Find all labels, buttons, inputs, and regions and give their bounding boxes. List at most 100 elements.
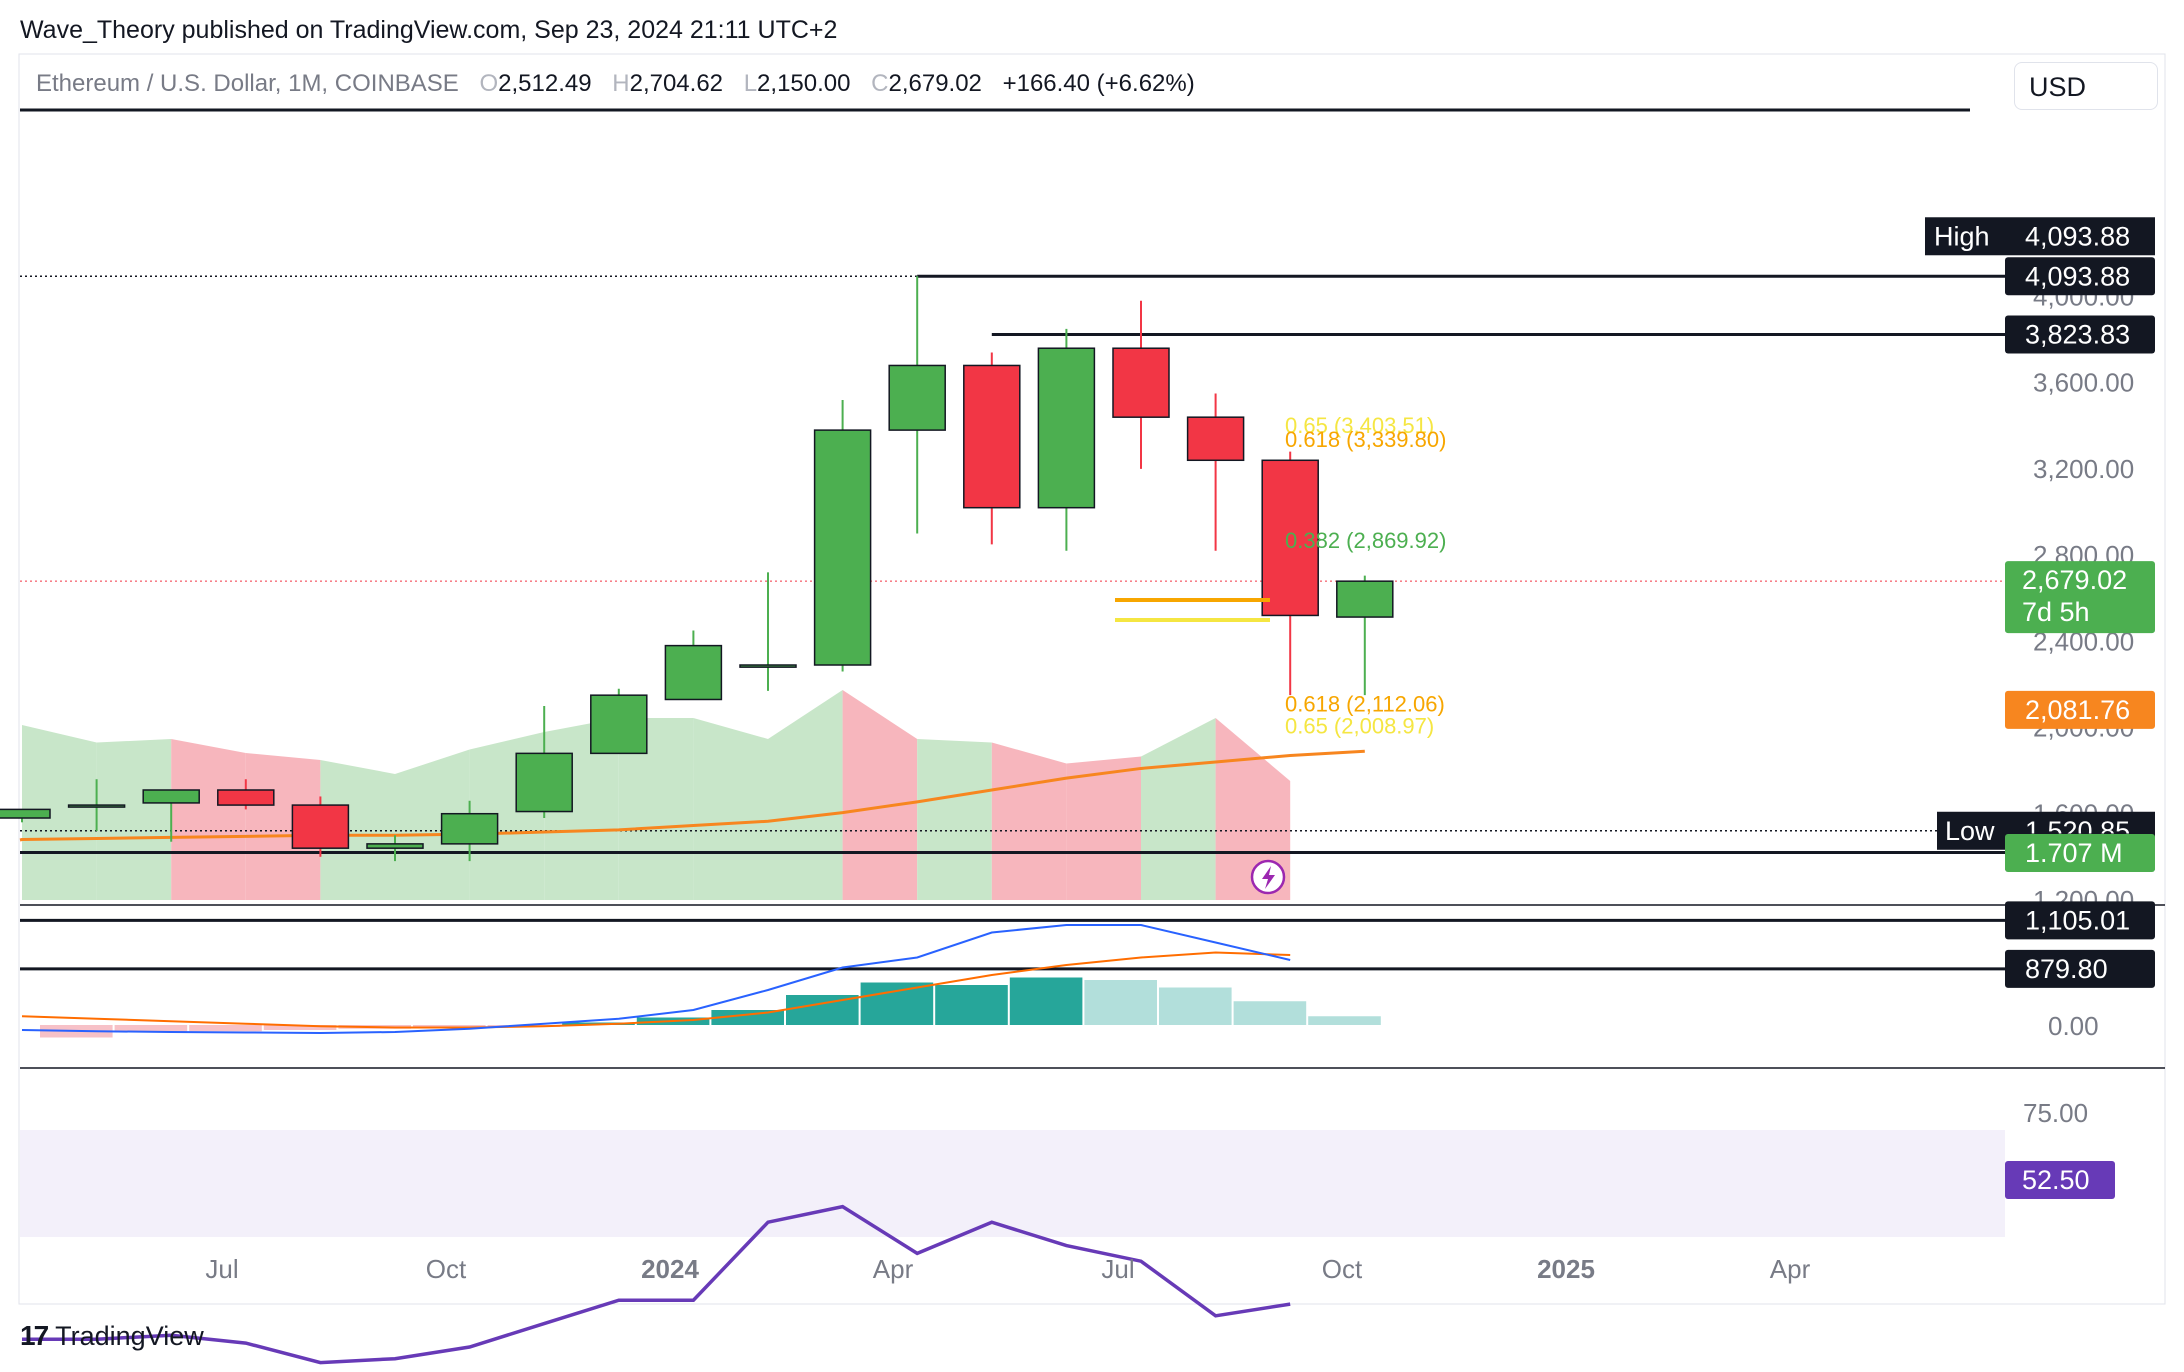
volume-area-segment (1141, 718, 1216, 900)
high-tag-value: 4,093.88 (2025, 221, 2130, 251)
level-tag-value: 879.80 (2025, 954, 2108, 984)
macd-histogram-bar (711, 1010, 784, 1025)
level-tag-value-bg (2005, 257, 2155, 296)
rsi-tick-label: 75.00 (2023, 1098, 2088, 1128)
close-label: C (871, 70, 889, 97)
macd-histogram-bar (1159, 987, 1232, 1025)
level-tag-value-bg (2005, 315, 2155, 354)
macd-histogram-bar (860, 982, 934, 1025)
open-value: 2,512.49 (498, 70, 592, 97)
symbol-name[interactable]: Ethereum / U.S. Dollar, 1M, COINBASE (36, 70, 459, 97)
volume-area-segment (171, 739, 246, 900)
time-tick-label: Apr (873, 1254, 914, 1284)
candle-body (1261, 459, 1319, 617)
time-tick-label: Jul (1101, 1254, 1134, 1284)
macd-histogram-bar (114, 1025, 188, 1033)
volume-area-segment (395, 749, 470, 900)
time-tick-label: Apr (1770, 1254, 1811, 1284)
candle-body (739, 664, 797, 668)
countdown-tag: 7d 5h (2022, 597, 2090, 627)
time-axis: Jul Oct 2024 Apr Jul Oct 2025 Apr (205, 1254, 1810, 1284)
candle-body (813, 429, 872, 666)
macd-tick-label: 0.00 (2048, 1011, 2099, 1041)
macd-histogram-bar (413, 1025, 486, 1028)
fib-label: 0.618 (2,112.06) (1285, 691, 1445, 716)
candle-body (291, 804, 350, 849)
rsi-indicator (22, 1204, 1291, 1365)
low-label: L (743, 70, 758, 97)
candle-body (1037, 347, 1096, 509)
candle-body (515, 752, 573, 813)
rsi-tag-bg (2005, 1161, 2115, 1199)
candle-body (440, 812, 499, 845)
macd-indicator (21, 924, 1381, 1038)
fib-label: 0.65 (2,008.97) (1285, 714, 1434, 739)
alert-icon[interactable] (1250, 859, 1286, 895)
volume-tag-bg (2005, 834, 2155, 872)
time-tick-label: Oct (426, 1254, 467, 1284)
open-label: O (479, 70, 499, 97)
candle-body (963, 364, 1021, 509)
close-value: 2,679.02 (888, 70, 982, 97)
macd-histogram-bar (1084, 980, 1157, 1025)
level-tag-value-bg (2005, 949, 2155, 988)
candle-body (217, 789, 275, 806)
price-tick-label: 3,600.00 (2033, 368, 2134, 398)
fib-label: 0.65 (3,403.51) (1285, 413, 1434, 438)
level-tag-value: 1,105.01 (2025, 905, 2130, 935)
candle-body (0, 808, 51, 819)
low-value: 2,150.00 (757, 70, 851, 97)
rsi-line (22, 1204, 1291, 1365)
volume-area-segment (1066, 756, 1141, 900)
footer-brand-label: TradingView (55, 1320, 204, 1351)
candle-body (67, 804, 126, 808)
volume-area-segment (1215, 718, 1291, 900)
macd-histogram-bar (189, 1025, 262, 1032)
volume-area-segment (22, 725, 97, 900)
macd-histogram-bar (1308, 1016, 1381, 1025)
candle-body (590, 694, 648, 755)
volume-area-segment (842, 690, 918, 900)
fib-label: 0.618 (3,339.80) (1285, 427, 1446, 452)
volume-area-segment (991, 742, 1067, 900)
candles (0, 276, 1394, 862)
change-value: +166.40 (+6.62%) (1002, 70, 1195, 97)
candle-body (664, 644, 723, 701)
volume-area-segment (917, 739, 992, 900)
candle-body (1186, 416, 1245, 462)
candle-body (1336, 580, 1394, 618)
volume-area-segment (96, 739, 172, 900)
candle-body (142, 789, 200, 804)
symbol-legend: Ethereum / U.S. Dollar, 1M, COINBASE O2,… (36, 70, 1195, 98)
volume-area-segment (618, 718, 694, 900)
current-price-tag-bg (2005, 561, 2155, 634)
rsi-tag: 52.50 (2022, 1165, 2090, 1195)
price-tick-label: 3,200.00 (2033, 454, 2134, 484)
time-tick-label: 2025 (1537, 1254, 1595, 1284)
time-tick-label: 2024 (641, 1254, 699, 1284)
ema-tag-bg (2005, 690, 2155, 729)
current-price-tag: 2,679.02 (2022, 565, 2127, 595)
ema-tag: 2,081.76 (2025, 695, 2130, 725)
candle-body (888, 364, 946, 431)
horizontal-levels (20, 274, 2005, 971)
low-tag-label: Low (1945, 816, 1995, 846)
fib-levels: 0.65 (3,403.51)0.618 (3,339.80) 0.382 (2,… (1115, 413, 1446, 739)
fib-label: 0.382 (2,869.92) (1285, 528, 1446, 553)
footer-brand[interactable]: 17 TradingView (20, 1320, 204, 1352)
volume-area-segment (693, 718, 768, 900)
ema-line-group (19, 749, 1365, 842)
volume-area-segment (320, 760, 395, 900)
publisher-line: Wave_Theory published on TradingView.com… (20, 16, 838, 44)
volume-tag: 1.707 M (2025, 838, 2123, 868)
macd-histogram-bar (263, 1025, 337, 1030)
volume-profile (22, 690, 1291, 900)
level-tag-value-bg (2005, 901, 2155, 940)
candle-body (366, 843, 424, 849)
currency-button[interactable]: USD (2014, 62, 2158, 110)
candle-body (1112, 347, 1170, 418)
level-tag-value: 4,093.88 (2025, 261, 2130, 291)
tradingview-logo-icon: 17 (20, 1320, 49, 1351)
